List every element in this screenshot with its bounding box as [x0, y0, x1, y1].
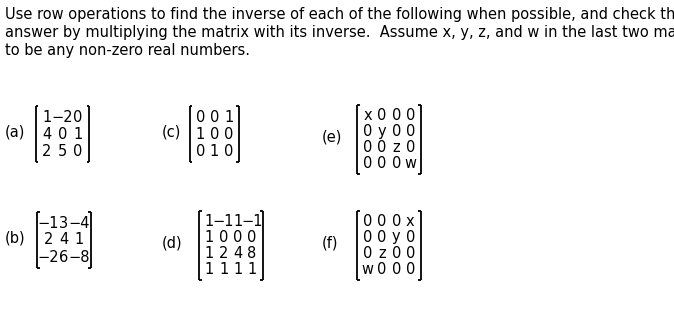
- Text: 1: 1: [42, 109, 51, 125]
- Text: 4: 4: [233, 245, 243, 260]
- Text: 1: 1: [219, 261, 228, 277]
- Text: 0: 0: [233, 230, 243, 244]
- Text: 0: 0: [363, 156, 373, 171]
- Text: 0: 0: [392, 213, 401, 229]
- Text: (c): (c): [162, 125, 181, 139]
- Text: 0: 0: [363, 245, 373, 260]
- Text: 0: 0: [377, 261, 387, 277]
- Text: 1: 1: [233, 213, 243, 229]
- Text: 0: 0: [73, 109, 83, 125]
- Text: (f): (f): [321, 235, 338, 251]
- Text: 0: 0: [406, 245, 415, 260]
- Text: 5: 5: [58, 144, 67, 158]
- Text: 0: 0: [406, 108, 415, 122]
- Text: 1: 1: [75, 232, 84, 248]
- Text: 0: 0: [219, 230, 228, 244]
- Text: −1: −1: [213, 213, 235, 229]
- Text: z: z: [392, 139, 400, 155]
- Text: 0: 0: [377, 230, 387, 244]
- Text: 0: 0: [377, 108, 387, 122]
- Text: 0: 0: [406, 230, 415, 244]
- Text: 1: 1: [210, 144, 219, 158]
- Text: 8: 8: [247, 245, 257, 260]
- Text: 1: 1: [205, 230, 214, 244]
- Text: 0: 0: [73, 144, 83, 158]
- Text: w: w: [404, 156, 417, 171]
- Text: 0: 0: [58, 127, 67, 141]
- Text: 0: 0: [406, 139, 415, 155]
- Text: y: y: [377, 124, 386, 138]
- Text: 0: 0: [377, 156, 387, 171]
- Text: 1: 1: [73, 127, 83, 141]
- Text: 0: 0: [392, 245, 401, 260]
- Text: 1: 1: [205, 213, 214, 229]
- Text: 0: 0: [406, 124, 415, 138]
- Text: 1: 1: [233, 261, 243, 277]
- Text: 0: 0: [377, 139, 387, 155]
- Text: to be any non-zero real numbers.: to be any non-zero real numbers.: [5, 43, 250, 58]
- Text: 2: 2: [42, 144, 51, 158]
- Text: 0: 0: [210, 109, 219, 125]
- Text: (d): (d): [162, 235, 183, 251]
- Text: 0: 0: [363, 230, 373, 244]
- Text: −8: −8: [69, 250, 90, 264]
- Text: answer by multiplying the matrix with its inverse.  Assume x, y, z, and w in the: answer by multiplying the matrix with it…: [5, 25, 674, 40]
- Text: 4: 4: [59, 232, 69, 248]
- Text: 1: 1: [195, 127, 205, 141]
- Text: w: w: [362, 261, 374, 277]
- Text: 3: 3: [59, 215, 69, 231]
- Text: −1: −1: [38, 215, 59, 231]
- Text: (a): (a): [5, 125, 26, 139]
- Text: 0: 0: [210, 127, 219, 141]
- Text: 0: 0: [247, 230, 257, 244]
- Text: −2: −2: [52, 109, 73, 125]
- Text: 0: 0: [224, 127, 233, 141]
- Text: 0: 0: [392, 156, 401, 171]
- Text: 0: 0: [363, 139, 373, 155]
- Text: 0: 0: [406, 261, 415, 277]
- Text: 2: 2: [219, 245, 228, 260]
- Text: 0: 0: [363, 124, 373, 138]
- Text: (b): (b): [5, 231, 26, 245]
- Text: −2: −2: [38, 250, 59, 264]
- Text: 0: 0: [392, 108, 401, 122]
- Text: 0: 0: [195, 109, 205, 125]
- Text: Use row operations to find the inverse of each of the following when possible, a: Use row operations to find the inverse o…: [5, 7, 674, 22]
- Text: z: z: [378, 245, 386, 260]
- Text: x: x: [406, 213, 415, 229]
- Text: y: y: [392, 230, 400, 244]
- Text: 1: 1: [247, 261, 257, 277]
- Text: 0: 0: [392, 124, 401, 138]
- Text: 2: 2: [44, 232, 53, 248]
- Text: 1: 1: [205, 245, 214, 260]
- Text: 0: 0: [224, 144, 233, 158]
- Text: x: x: [363, 108, 372, 122]
- Text: 1: 1: [205, 261, 214, 277]
- Text: 0: 0: [392, 261, 401, 277]
- Text: 0: 0: [363, 213, 373, 229]
- Text: −1: −1: [241, 213, 263, 229]
- Text: 0: 0: [195, 144, 205, 158]
- Text: (e): (e): [321, 129, 342, 145]
- Text: 4: 4: [42, 127, 51, 141]
- Text: 1: 1: [224, 109, 233, 125]
- Text: 0: 0: [377, 213, 387, 229]
- Text: 6: 6: [59, 250, 69, 264]
- Text: −4: −4: [69, 215, 90, 231]
